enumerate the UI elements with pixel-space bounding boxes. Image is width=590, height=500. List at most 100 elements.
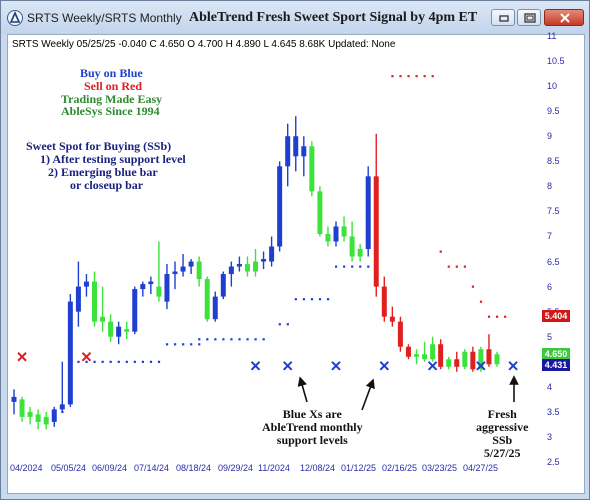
blue-x-line3: support levels — [276, 433, 348, 447]
stop-dot — [318, 298, 322, 301]
stop-dot — [487, 315, 491, 318]
stop-dot — [238, 338, 241, 341]
candle-body — [108, 321, 114, 337]
stop-dot — [198, 338, 201, 341]
candle-body — [349, 236, 355, 257]
x-tick-label: 09/29/24 — [218, 463, 254, 473]
stop-dot — [496, 315, 499, 318]
candle-body — [43, 416, 49, 425]
stop-dot — [407, 75, 410, 78]
stop-dot — [455, 265, 458, 268]
stop-dot — [423, 75, 426, 78]
fresh-line2: aggressive — [476, 420, 529, 434]
candle-body — [220, 274, 226, 297]
stop-dot — [198, 343, 201, 346]
stop-dot — [302, 298, 305, 301]
candle-body — [430, 344, 436, 360]
fresh-line1: Fresh — [487, 407, 517, 421]
y-tick-label: 11 — [547, 31, 557, 41]
stop-dot — [165, 343, 169, 346]
candle-body — [116, 326, 122, 337]
red-x-marker — [17, 352, 27, 362]
close-button[interactable] — [544, 9, 584, 26]
buy-on-blue-note: Buy on Blue — [80, 66, 143, 80]
stop-dot — [463, 265, 466, 268]
candle-body — [373, 176, 379, 287]
maximize-button[interactable] — [517, 9, 541, 26]
chart-area[interactable]: SRTS Weekly 05/25/25 -0.040 C 4.650 O 4.… — [7, 34, 585, 494]
stop-dot — [335, 265, 338, 268]
candle-body — [196, 261, 202, 280]
candle-body — [462, 351, 468, 367]
chart-header-readout: SRTS Weekly 05/25/25 -0.040 C 4.650 O 4.… — [12, 39, 396, 50]
candle-body — [293, 136, 299, 157]
candle-body — [309, 146, 315, 192]
candle-body — [414, 354, 419, 357]
sweet-spot-line3: or closeup bar — [70, 178, 144, 192]
chart-tab-title[interactable]: SRTS Weekly/SRTS Monthly — [27, 11, 182, 25]
blue-x-support-marker — [427, 361, 438, 371]
stop-dot — [190, 343, 193, 346]
close-icon — [560, 13, 570, 23]
candle-body — [357, 249, 363, 257]
candle-body — [285, 136, 291, 167]
candle-body — [35, 414, 41, 422]
stop-dot — [351, 265, 354, 268]
candle-body — [325, 233, 331, 242]
candle-body — [236, 264, 242, 267]
stop-dot — [101, 360, 104, 363]
y-tick-label: 7.5 — [547, 206, 560, 217]
stop-dot — [359, 265, 362, 268]
y-tick-label: 2.5 — [547, 457, 560, 467]
candle-body — [244, 264, 250, 272]
candle-body — [83, 281, 89, 287]
candle-body — [75, 286, 81, 312]
stop-dot — [206, 338, 209, 341]
stop-dot — [504, 315, 507, 318]
current-stop-price-label: 5.404 — [542, 310, 570, 323]
stop-dot — [431, 75, 434, 78]
candle-body — [67, 301, 73, 405]
stop-dot — [61, 410, 64, 414]
stop-dot — [214, 338, 217, 341]
stop-dot — [278, 323, 281, 326]
stop-dot — [415, 75, 418, 78]
candle-body — [156, 286, 162, 297]
x-tick-label: 04/27/25 — [463, 463, 499, 473]
candle-body — [132, 289, 138, 332]
y-tick-label: 4 — [547, 381, 553, 392]
title-bar[interactable]: SRTS Weekly/SRTS Monthly AbleTrend Fresh… — [1, 1, 589, 34]
y-tick-label: 5 — [547, 331, 553, 342]
candle-body — [269, 246, 275, 262]
stop-dot — [343, 265, 346, 268]
annotation-arrow — [361, 378, 375, 411]
ablesys-since-note: AbleSys Since 1994 — [61, 104, 160, 118]
candle-body — [486, 349, 492, 365]
restore-down-button[interactable] — [491, 9, 515, 26]
stop-dot — [246, 338, 249, 341]
stop-dot — [182, 343, 185, 346]
stop-dot — [133, 360, 136, 363]
stop-dot — [93, 360, 96, 363]
blue-x-support-marker — [282, 361, 293, 371]
restore-icon — [499, 15, 509, 22]
red-x-marker — [81, 352, 92, 362]
x-tick-label: 07/14/24 — [134, 463, 170, 473]
candle-body — [188, 261, 194, 267]
candle-body — [11, 396, 17, 402]
maximize-icon — [524, 13, 536, 23]
stop-dot — [230, 338, 233, 341]
stop-dot — [479, 300, 483, 303]
x-tick-label: 05/05/24 — [51, 463, 87, 473]
stop-dot — [399, 75, 402, 78]
candle-body — [204, 279, 210, 320]
candle-body — [365, 176, 371, 249]
blue-x-line1: Blue Xs are — [282, 407, 342, 421]
stop-dot — [109, 360, 112, 363]
stop-dot — [471, 285, 475, 288]
sweet-spot-note: Sweet Spot for Buying (SSb) 1) After tes… — [26, 140, 186, 192]
candle-body — [92, 281, 97, 322]
candle-body — [470, 351, 476, 370]
